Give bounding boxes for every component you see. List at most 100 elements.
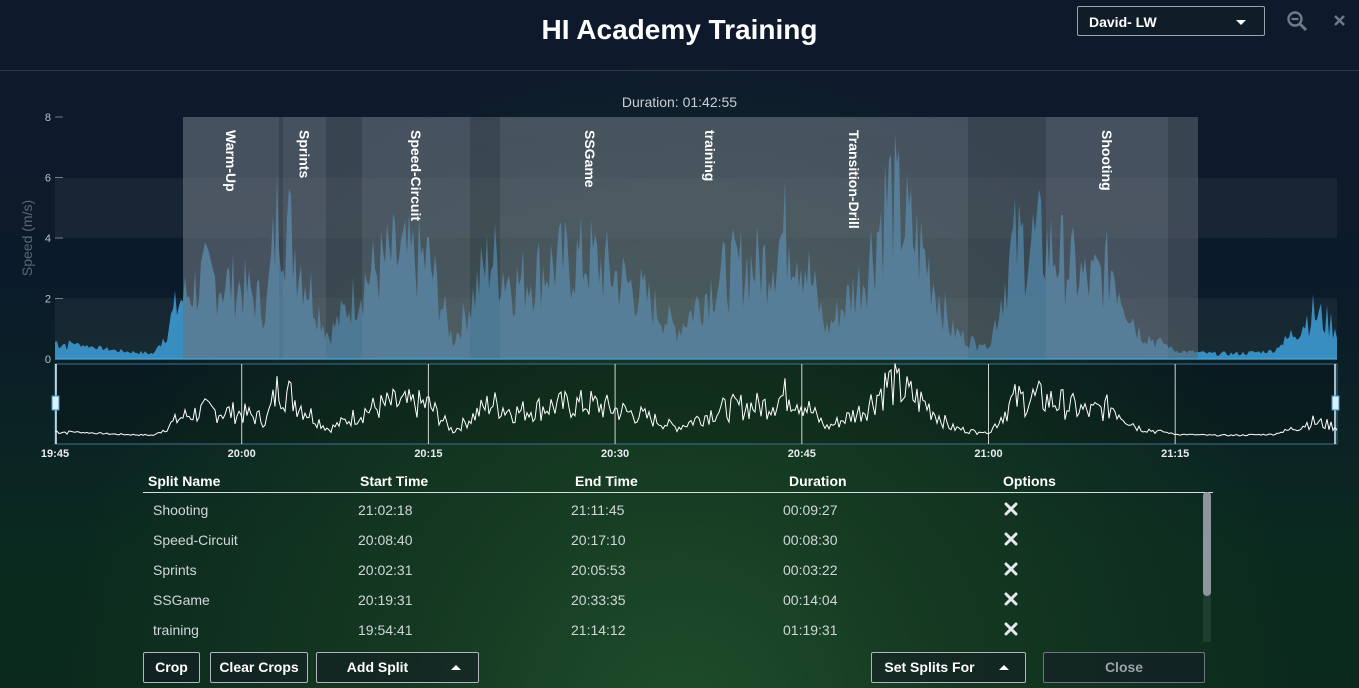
start-time-cell: 20:02:31: [358, 562, 413, 578]
timeline-navigator[interactable]: [54, 363, 1338, 445]
split-overlay-speed-circuit[interactable]: Speed-Circuit: [362, 117, 470, 359]
athlete-select[interactable]: David- LW: [1077, 6, 1265, 36]
start-time-cell: 21:02:18: [358, 502, 413, 518]
duration-cell: 01:19:31: [783, 622, 838, 638]
table-row[interactable]: Shooting 21:02:18 21:11:45 00:09:27: [143, 494, 1193, 524]
clear-crops-button[interactable]: Clear Crops: [210, 652, 308, 683]
close-button[interactable]: Close: [1043, 652, 1205, 683]
header-bar: HI Academy Training David- LW: [0, 0, 1359, 71]
split-name-cell: SSGame: [153, 592, 210, 608]
end-time-cell: 21:11:45: [571, 502, 625, 518]
delete-split-icon[interactable]: [1004, 562, 1018, 576]
split-overlay-warm-up[interactable]: Warm-Up: [183, 117, 279, 359]
y-tick-label: 8: [45, 112, 51, 124]
split-overlay-training[interactable]: training: [680, 117, 740, 359]
set-splits-for-button[interactable]: Set Splits For: [871, 652, 1026, 683]
split-overlay-label: Transition-Drill: [846, 130, 862, 229]
timeline-tick-label: 20:45: [788, 448, 816, 460]
timeline-grid: [241, 364, 1176, 444]
column-header-duration: Duration: [789, 473, 847, 489]
start-time-cell: 19:54:41: [358, 622, 413, 638]
split-overlay-label: training: [702, 130, 718, 181]
crop-button[interactable]: Crop: [143, 652, 200, 683]
split-overlay-label: Shooting: [1099, 130, 1115, 191]
set-splits-for-label: Set Splits For: [884, 659, 975, 675]
timeline-right-handle[interactable]: [1331, 364, 1340, 444]
timeline-tick-label: 21:15: [1161, 448, 1189, 460]
split-overlay-sprints[interactable]: Sprints: [283, 117, 326, 359]
split-overlay-region[interactable]: [500, 117, 680, 359]
start-time-cell: 20:08:40: [358, 532, 413, 548]
split-gap-overlay: [279, 117, 283, 359]
split-overlay-region[interactable]: [1046, 117, 1168, 359]
y-axis-label: Speed (m/s): [19, 200, 35, 276]
split-gap-overlay: [968, 117, 1046, 359]
page-title: HI Academy Training: [541, 14, 818, 45]
chevron-up-icon: [451, 665, 461, 670]
split-overlay-label: Warm-Up: [223, 130, 239, 192]
end-time-cell: 20:33:35: [571, 592, 626, 608]
timeline-tick-label: 20:00: [228, 448, 256, 460]
y-tick-label: 4: [45, 233, 51, 245]
add-split-label: Add Split: [346, 659, 409, 675]
table-row[interactable]: training 19:54:41 21:14:12 01:19:31: [143, 614, 1193, 642]
splits-table: Split Name Start Time End Time Duration …: [143, 472, 1213, 644]
split-name-cell: Speed-Circuit: [153, 532, 238, 548]
split-overlay-shooting[interactable]: Shooting: [1046, 117, 1168, 359]
duration-cell: 00:14:04: [783, 592, 838, 608]
table-scrollbar[interactable]: [1203, 492, 1211, 642]
split-overlay-region[interactable]: [680, 117, 740, 359]
timeline-tick-label: 19:45: [41, 448, 69, 460]
y-tick-label: 6: [45, 173, 51, 185]
split-overlay-label: Sprints: [297, 130, 313, 178]
delete-split-icon[interactable]: [1004, 592, 1018, 606]
table-body: Shooting 21:02:18 21:11:45 00:09:27 Spee…: [143, 494, 1193, 642]
split-name-cell: training: [153, 622, 199, 638]
scrollbar-thumb[interactable]: [1203, 492, 1211, 596]
split-overlay-label: Speed-Circuit: [408, 130, 424, 221]
duration-cell: 00:09:27: [783, 502, 838, 518]
timeline-tick-label: 20:15: [414, 448, 442, 460]
add-split-button[interactable]: Add Split: [316, 652, 479, 683]
column-header-end-time: End Time: [575, 473, 638, 489]
end-time-cell: 21:14:12: [571, 622, 626, 638]
column-header-options: Options: [1003, 473, 1056, 489]
column-header-start-time: Start Time: [360, 473, 429, 489]
split-overlay-label: SSGame: [582, 130, 598, 188]
duration-cell: 00:03:22: [783, 562, 838, 578]
split-gap-overlay: [326, 117, 362, 359]
timeline-line: [54, 363, 1338, 437]
split-overlay-region[interactable]: [740, 117, 968, 359]
split-overlay-region[interactable]: [283, 117, 326, 359]
table-header: Split Name Start Time End Time Duration …: [143, 472, 1213, 493]
y-tick-label: 2: [45, 294, 51, 306]
timeline-tick-label: 20:30: [601, 448, 629, 460]
split-overlay-transition-drill[interactable]: Transition-Drill: [740, 117, 968, 359]
timeline-ticks: 19:45 20:00 20:15 20:30 20:45 21:00 21:15: [41, 448, 1189, 460]
timeline-left-handle[interactable]: [51, 364, 60, 444]
zoom-out-icon[interactable]: [1286, 10, 1308, 32]
timeline-tick-label: 21:00: [974, 448, 1002, 460]
delete-split-icon[interactable]: [1004, 532, 1018, 546]
split-overlay-region[interactable]: [183, 117, 279, 359]
table-row[interactable]: Sprints 20:02:31 20:05:53 00:03:22: [143, 554, 1193, 584]
split-overlay-region[interactable]: [362, 117, 470, 359]
duration-cell: 00:08:30: [783, 532, 838, 548]
chevron-up-icon: [999, 665, 1009, 670]
split-name-cell: Sprints: [153, 562, 197, 578]
split-overlays[interactable]: Warm-Up Sprints Speed-Circuit SSGame trainin…: [183, 117, 1198, 359]
delete-split-icon[interactable]: [1004, 622, 1018, 636]
delete-split-icon[interactable]: [1004, 502, 1018, 516]
split-gap-overlay: [1168, 117, 1198, 359]
close-window-icon[interactable]: [1330, 10, 1352, 32]
split-overlay-ssgame[interactable]: SSGame: [500, 117, 680, 359]
y-tick-label: 0: [45, 354, 51, 366]
table-row[interactable]: Speed-Circuit 20:08:40 20:17:10 00:08:30: [143, 524, 1193, 554]
table-row[interactable]: SSGame 20:19:31 20:33:35 00:14:04: [143, 584, 1193, 614]
column-header-split-name: Split Name: [148, 473, 221, 489]
end-time-cell: 20:05:53: [571, 562, 626, 578]
speed-chart: 0 2 4 6 8 Speed (m/s) Warm-Up Sprints Speed-Ci…: [19, 112, 1340, 460]
split-name-cell: Shooting: [153, 502, 209, 518]
athlete-select-value: David- LW: [1089, 14, 1157, 30]
end-time-cell: 20:17:10: [571, 532, 626, 548]
